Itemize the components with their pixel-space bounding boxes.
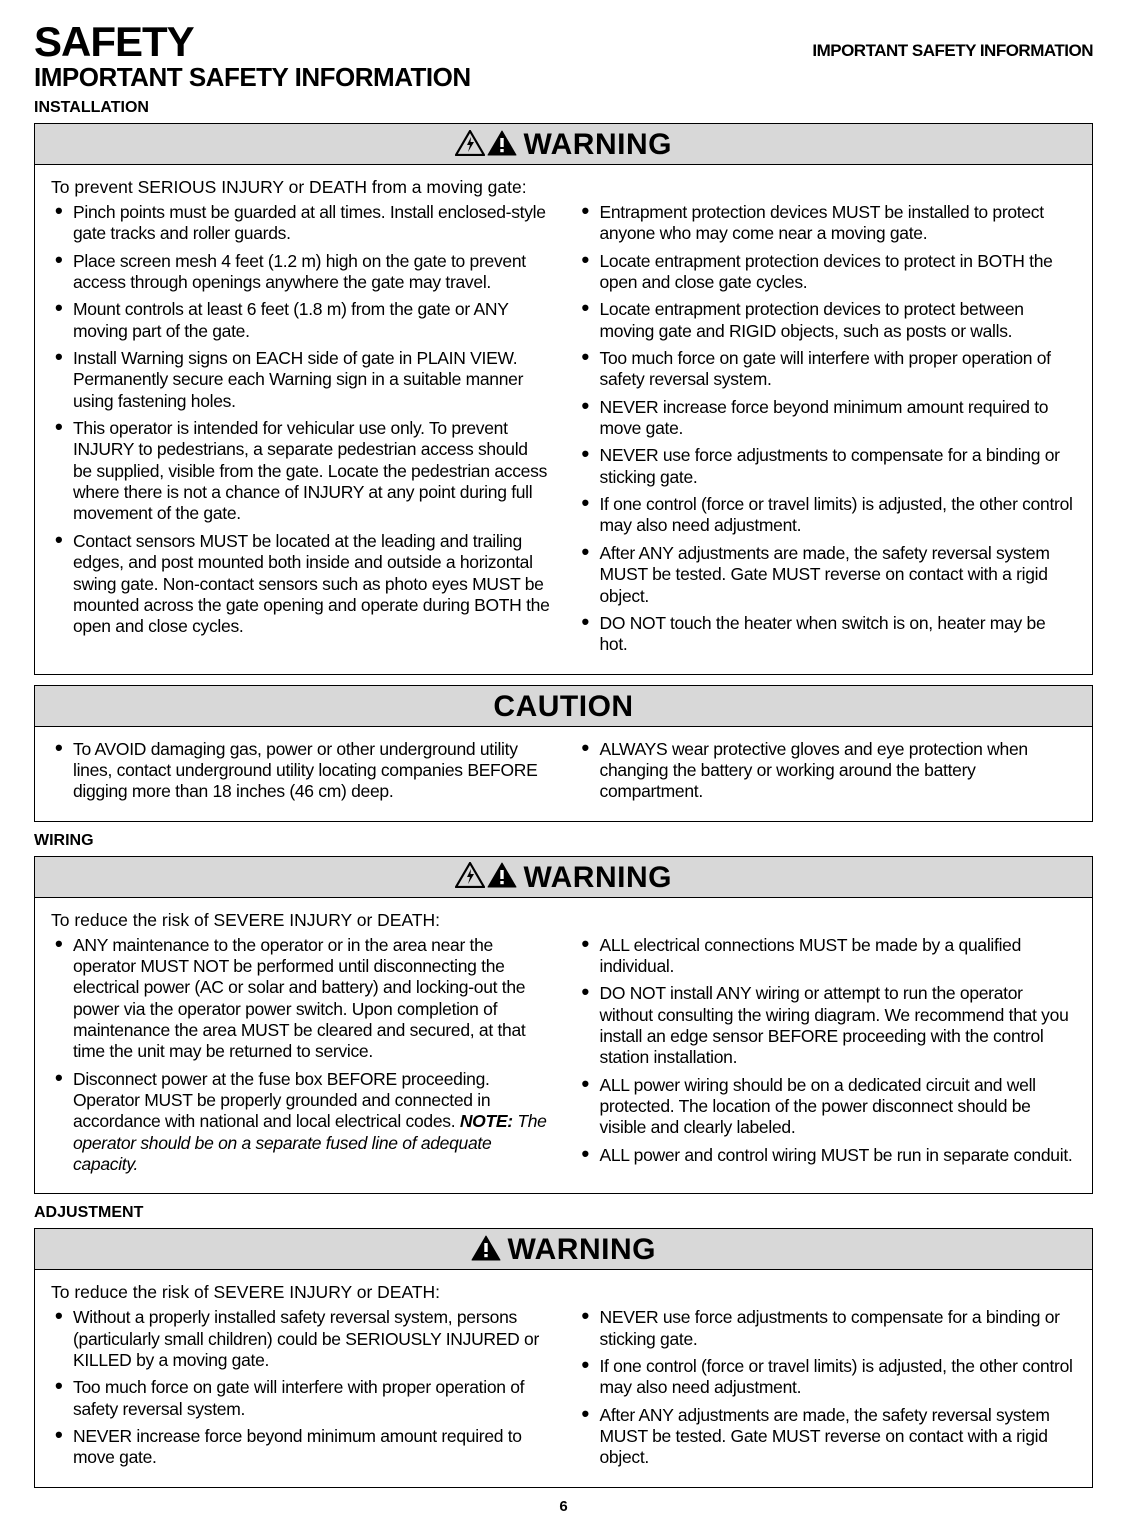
alert-word: WARNING — [507, 1233, 656, 1267]
alert-icon — [487, 130, 517, 161]
alert-header: WARNING — [35, 124, 1092, 165]
header-right-label: IMPORTANT SAFETY INFORMATION — [812, 41, 1093, 61]
alert-column: Entrapment protection devices MUST be in… — [578, 202, 1077, 662]
section-label: INSTALLATION — [34, 99, 1093, 117]
bullet-list: NEVER use force adjustments to compensat… — [578, 1307, 1077, 1468]
alert-columns: Pinch points must be guarded at all time… — [51, 202, 1076, 662]
alert-column: NEVER use force adjustments to compensat… — [578, 1307, 1077, 1474]
alert-column: ALWAYS wear protective gloves and eye pr… — [578, 739, 1077, 809]
bullet-item: Locate entrapment protection devices to … — [578, 299, 1077, 342]
bullet-item: ALL power wiring should be on a dedicate… — [578, 1075, 1077, 1139]
bullet-list: Pinch points must be guarded at all time… — [51, 202, 550, 638]
alert-columns: ANY maintenance to the operator or in th… — [51, 935, 1076, 1182]
alert-body: To AVOID damaging gas, power or other un… — [35, 727, 1092, 821]
bullet-item: ALWAYS wear protective gloves and eye pr… — [578, 739, 1077, 803]
sections-container: INSTALLATION WARNING To prevent SERIOUS I… — [34, 99, 1093, 1488]
bullet-list: To AVOID damaging gas, power or other un… — [51, 739, 550, 803]
bullet-item: DO NOT touch the heater when switch is o… — [578, 613, 1077, 656]
bullet-item: Contact sensors MUST be located at the l… — [51, 531, 550, 638]
bullet-item: Install Warning signs on EACH side of ga… — [51, 348, 550, 412]
alert-header: WARNING — [35, 857, 1092, 898]
bullet-item: DO NOT install ANY wiring or attempt to … — [578, 983, 1077, 1068]
alert-column: Without a properly installed safety reve… — [51, 1307, 550, 1474]
alert-box: WARNING To prevent SERIOUS INJURY or DEAT… — [34, 123, 1093, 675]
note-label: NOTE: — [460, 1111, 513, 1131]
bullet-item: If one control (force or travel limits) … — [578, 1356, 1077, 1399]
alert-word: CAUTION — [493, 690, 633, 724]
alert-box: WARNING To reduce the risk of SEVERE INJU… — [34, 1228, 1093, 1487]
bullet-item: After ANY adjustments are made, the safe… — [578, 1405, 1077, 1469]
bullet-item: Without a properly installed safety reve… — [51, 1307, 550, 1371]
alert-header: CAUTION — [35, 686, 1092, 727]
bullet-list: Entrapment protection devices MUST be in… — [578, 202, 1077, 656]
bullet-item: Disconnect power at the fuse box BEFORE … — [51, 1069, 550, 1176]
alert-word: WARNING — [523, 861, 672, 895]
bullet-item: Entrapment protection devices MUST be in… — [578, 202, 1077, 245]
alert-preamble: To reduce the risk of SEVERE INJURY or D… — [51, 1282, 1076, 1303]
section-label: WIRING — [34, 832, 1093, 850]
shock-icon — [455, 130, 485, 161]
bullet-list: Without a properly installed safety reve… — [51, 1307, 550, 1468]
bullet-item: NEVER use force adjustments to compensat… — [578, 1307, 1077, 1350]
bullet-list: ANY maintenance to the operator or in th… — [51, 935, 550, 1176]
page-title: SAFETY — [34, 18, 194, 66]
bullet-item: After ANY adjustments are made, the safe… — [578, 543, 1077, 607]
alert-column: Pinch points must be guarded at all time… — [51, 202, 550, 662]
bullet-item: Pinch points must be guarded at all time… — [51, 202, 550, 245]
bullet-item: Locate entrapment protection devices to … — [578, 251, 1077, 294]
bullet-item: ANY maintenance to the operator or in th… — [51, 935, 550, 1063]
bullet-item: Mount controls at least 6 feet (1.8 m) f… — [51, 299, 550, 342]
shock-icon — [455, 862, 485, 893]
alert-body: To prevent SERIOUS INJURY or DEATH from … — [35, 165, 1092, 674]
section-label: ADJUSTMENT — [34, 1204, 1093, 1222]
alert-icon — [471, 1235, 501, 1266]
bullet-item: NEVER increase force beyond minimum amou… — [578, 397, 1077, 440]
alert-box: CAUTION To AVOID damaging gas, power or o… — [34, 685, 1093, 822]
bullet-item: Too much force on gate will interfere wi… — [51, 1377, 550, 1420]
alert-column: ANY maintenance to the operator or in th… — [51, 935, 550, 1182]
alert-body: To reduce the risk of SEVERE INJURY or D… — [35, 1270, 1092, 1486]
page-number: 6 — [34, 1498, 1093, 1515]
bullet-item: ALL power and control wiring MUST be run… — [578, 1145, 1077, 1166]
alert-column: To AVOID damaging gas, power or other un… — [51, 739, 550, 809]
bullet-item: NEVER use force adjustments to compensat… — [578, 445, 1077, 488]
alert-body: To reduce the risk of SEVERE INJURY or D… — [35, 898, 1092, 1194]
alert-preamble: To reduce the risk of SEVERE INJURY or D… — [51, 910, 1076, 931]
bullet-item: ALL electrical connections MUST be made … — [578, 935, 1077, 978]
bullet-item: Place screen mesh 4 feet (1.2 m) high on… — [51, 251, 550, 294]
alert-columns: To AVOID damaging gas, power or other un… — [51, 739, 1076, 809]
bullet-item: NEVER increase force beyond minimum amou… — [51, 1426, 550, 1469]
bullet-item: To AVOID damaging gas, power or other un… — [51, 739, 550, 803]
alert-preamble: To prevent SERIOUS INJURY or DEATH from … — [51, 177, 1076, 198]
page-subtitle: IMPORTANT SAFETY INFORMATION — [34, 62, 1093, 93]
bullet-item: If one control (force or travel limits) … — [578, 494, 1077, 537]
bullet-list: ALWAYS wear protective gloves and eye pr… — [578, 739, 1077, 803]
bullet-item: Too much force on gate will interfere wi… — [578, 348, 1077, 391]
alert-column: ALL electrical connections MUST be made … — [578, 935, 1077, 1182]
alert-columns: Without a properly installed safety reve… — [51, 1307, 1076, 1474]
alert-word: WARNING — [523, 128, 672, 162]
alert-header: WARNING — [35, 1229, 1092, 1270]
bullet-item: This operator is intended for vehicular … — [51, 418, 550, 525]
page-header: SAFETY IMPORTANT SAFETY INFORMATION — [34, 18, 1093, 66]
bullet-list: ALL electrical connections MUST be made … — [578, 935, 1077, 1166]
alert-box: WARNING To reduce the risk of SEVERE INJU… — [34, 856, 1093, 1195]
alert-icon — [487, 862, 517, 893]
